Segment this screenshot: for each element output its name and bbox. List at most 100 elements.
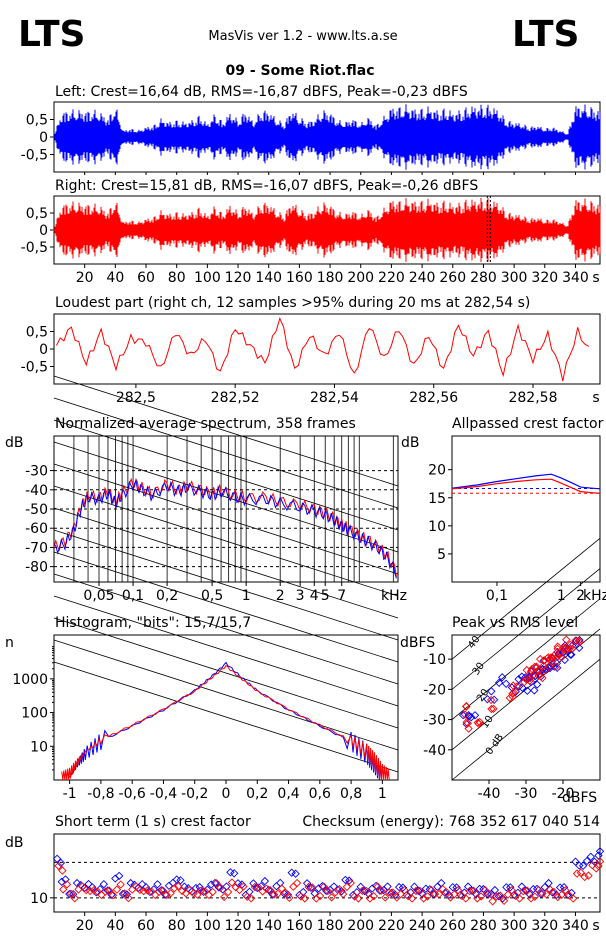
crest-factor-point [494, 892, 503, 901]
crest-factor-point [170, 884, 179, 893]
spectrum-slope-line [53, 529, 399, 641]
crest-factor-point [115, 871, 124, 881]
loudest-part-tick-label: 282,56 [409, 390, 458, 406]
crest-factor-tick-label: 60 [137, 918, 155, 934]
peak-rms-point [514, 675, 523, 684]
crest-factor-point [365, 894, 375, 903]
loudest-part-tick-label: 0 [39, 342, 48, 358]
crest-factor-tick-label: 100 [194, 918, 221, 934]
spectrum-slope-line [53, 441, 399, 553]
crest-factor-point [473, 894, 482, 903]
allpassed-series-1 [451, 478, 601, 494]
peak-rms-tick-label: -20 [423, 682, 446, 698]
crest-factor-point [407, 894, 417, 903]
crest-factor-point [315, 891, 325, 901]
crest-factor-point [153, 880, 162, 889]
crest-factor-point [246, 894, 256, 903]
peak-rms-point [571, 636, 580, 645]
peak-rms-point [553, 652, 563, 661]
allpassed-series-0 [451, 473, 601, 490]
crest-factor-point [377, 886, 386, 895]
crest-factor-point [300, 894, 309, 903]
histogram-tick-label: 1 [378, 786, 387, 802]
left-waveform-tick-label: 0 [39, 130, 48, 146]
crest-factor-point [580, 872, 589, 882]
crest-factor-point [220, 892, 229, 902]
crest-factor-point [542, 890, 551, 899]
crest-factor-point [337, 887, 346, 896]
peak-rms-point [524, 673, 533, 682]
peak-rms-tick-label: -20 [552, 786, 575, 802]
peak-rms-point [486, 695, 496, 705]
peak-rms-point [501, 679, 511, 688]
spectrum-slope-line [53, 573, 399, 685]
right-waveform-tick-label: 0 [39, 223, 48, 239]
histogram-ylabel: n [5, 635, 14, 651]
right-waveform-tick-label: 300 [501, 270, 528, 286]
peak-rms-point [534, 666, 543, 676]
right-waveform-tick-label: 340 [562, 270, 589, 286]
right-waveform-tick-label: 120 [225, 270, 252, 286]
histogram-series-1 [61, 664, 390, 781]
crest-factor-tick-label: 260 [439, 918, 466, 934]
loudest-part-tick-label: -0,5 [21, 360, 48, 376]
peak-rms-point [539, 661, 548, 670]
spectrum-slope-line [53, 397, 399, 509]
crest-factor-point [595, 847, 605, 856]
crest-factor-point [383, 882, 392, 891]
crest-factor-tick-label: 80 [168, 918, 186, 934]
peak-rms-point [565, 644, 574, 653]
lts-logo-right: LTS [512, 14, 579, 55]
crest-factor-point [419, 894, 428, 903]
peak-rms-point [538, 673, 547, 683]
peak-rms-tick-label: -10 [423, 652, 446, 668]
crest-factor-point [296, 892, 306, 901]
peak-rms-point [530, 686, 539, 695]
crest-factor-point [292, 878, 302, 888]
crest-factor-point [116, 880, 125, 889]
right-waveform-tick-label: 140 [255, 270, 282, 286]
crest-factor-point [569, 894, 578, 903]
spectrum-tick-label: 1 [242, 588, 251, 604]
peak-rms-point [462, 718, 471, 727]
app-title: MasVis ver 1.2 - www.lts.a.se [208, 29, 397, 44]
crest-factor-point [135, 885, 145, 895]
crest-factor-point [89, 886, 99, 895]
loudest-part-signal [56, 317, 590, 382]
crest-factor-point [584, 871, 593, 880]
peak-rms-point [464, 724, 473, 733]
crest-factor-point [457, 891, 467, 901]
crest-factor-point [249, 879, 258, 888]
crest-factor-point [354, 894, 363, 903]
peak-rms-point [489, 704, 498, 713]
crest-factor-frame [53, 833, 601, 913]
crest-factor-point [490, 885, 500, 895]
histogram-tick-label: 0 [222, 786, 231, 802]
loudest-part-tick-label: 282,54 [310, 390, 359, 406]
peak-rms-tick-label: -40 [478, 786, 501, 802]
crest-factor-point [126, 878, 135, 888]
crest-factor-point [233, 879, 243, 888]
crest-factor-point [396, 890, 405, 899]
spectrum-slope-line [53, 661, 399, 773]
loudest-part-tick-label: 282,58 [508, 390, 557, 406]
crest-factor-point [52, 854, 62, 863]
right-waveform-tick-label: 240 [409, 270, 436, 286]
crest-factor-point [484, 889, 493, 898]
peak-rms-crest-line [451, 598, 601, 720]
peak-rms-point [525, 676, 534, 686]
crest-factor-point [124, 893, 133, 903]
crest-factor-point [410, 882, 419, 891]
loudest-part-tick-label: 282,52 [211, 390, 260, 406]
crest-factor-point [530, 892, 539, 901]
crest-factor-point [461, 894, 470, 903]
crest-factor-point [143, 886, 152, 895]
crest-factor-point [404, 892, 413, 901]
loudest-part-tick-label: 0,5 [26, 325, 48, 341]
crest-factor-point [101, 887, 110, 896]
crest-factor-point [548, 888, 557, 897]
spectrum-slope-line [53, 485, 399, 597]
crest-factor-point [174, 882, 183, 891]
spectrum-tick-label: 3 [296, 588, 305, 604]
crest-factor-point [177, 886, 187, 896]
